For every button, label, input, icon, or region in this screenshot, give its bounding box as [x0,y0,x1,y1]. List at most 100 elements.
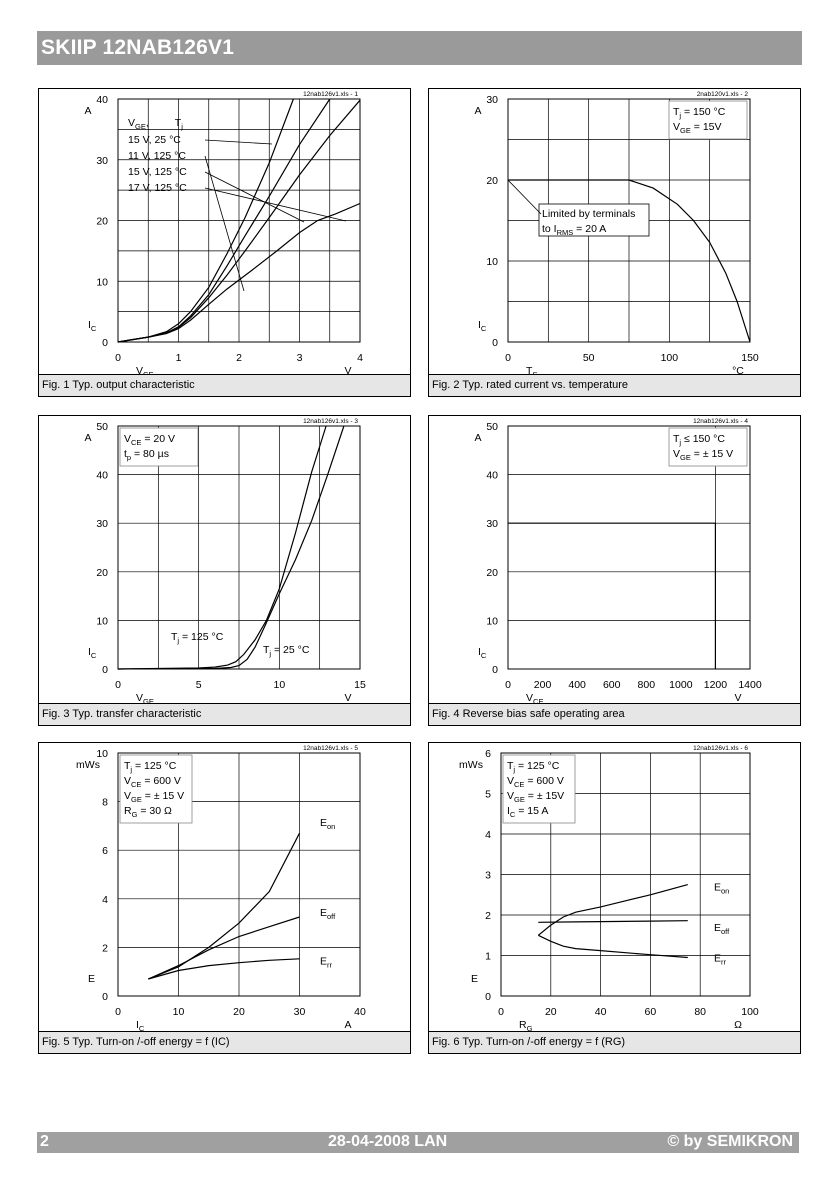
conditions-box [668,427,748,467]
annotation-text: to IRMS = 20 A [542,223,606,237]
y-tick-label: 2 [485,910,491,922]
caption-text: Fig. 3 Typ. transfer characteristic [42,708,202,720]
y-tick-label: 30 [96,518,108,530]
y-unit-label: A [84,432,91,444]
x-tick-label: 1 [176,352,182,364]
x-axis-label: RG [519,1019,533,1032]
figure-caption: Fig. 3 Typ. transfer characteristic [39,703,410,725]
series-line [537,884,688,936]
x-tick-label: 150 [741,352,759,364]
x-tick-label: 0 [498,1006,504,1018]
x-unit-label: Ω [734,1019,742,1031]
figure-panel-3: Fig. 3 Typ. transfer characteristic 0 5 10… [38,415,411,726]
file-tag: 12nab126v1.xls - 6 [693,745,748,752]
figure-caption: Fig. 4 Reverse bias safe operating area [429,703,800,725]
x-unit-label: V [344,692,351,704]
x-tick-label: 40 [595,1006,607,1018]
series-label: Eoff [714,922,730,936]
y-tick-label: 40 [96,470,108,482]
y-unit-label: A [474,432,481,444]
series-line [148,916,300,980]
series-label: Err [714,953,727,967]
page-number: 2 [40,1133,49,1150]
figure-panel-4: Fig. 4 Reverse bias safe operating area … [428,415,801,726]
figure-panel-2: Fig. 2 Typ. rated current vs. temperatur… [428,88,801,397]
x-tick-label: 0 [115,352,121,364]
y-unit-label: A [474,105,481,117]
plot-frame [117,98,361,343]
y-axis-label: IC [478,319,487,333]
legend-entry: 15 V, 125 °C [128,166,187,178]
series-line [117,425,327,670]
y-tick-label: 50 [96,421,108,433]
series-line [508,522,716,669]
y-tick-label: 50 [486,421,498,433]
condition-text: Tj = 150 °C [673,106,726,120]
y-tick-label: 6 [102,845,108,857]
legend-leader-line [204,139,273,145]
series-label: Eon [320,817,335,831]
x-unit-label: V [734,692,741,704]
legend-entry: 17 V, 125 °C [128,182,187,194]
x-unit-label: V [344,365,351,375]
x-axis-label: VCE [526,692,544,704]
plot-frame [117,425,361,670]
series-line [538,920,688,923]
y-unit-label: A [84,105,91,117]
condition-text: Tj ≤ 150 °C [673,433,725,447]
y-tick-label: 10 [486,256,498,268]
x-axis-label: VCE [136,365,154,375]
y-axis-label: IC [478,646,487,660]
x-tick-label: 50 [583,352,595,364]
condition-text: VGE = ± 15V [507,790,564,804]
condition-text: VCE = 600 V [507,775,564,789]
caption-text: Fig. 1 Typ. output characteristic [42,379,195,391]
y-tick-label: 0 [492,337,498,349]
footer-bar: 2 28-04-2008 LAN © by SEMIKRON [37,1132,799,1153]
series-label: Tj = 125 °C [171,631,224,645]
x-tick-label: 40 [354,1006,366,1018]
caption-text: Fig. 5 Typ. Turn-on /-off energy = f (IC… [42,1036,230,1048]
y-tick-label: 20 [486,175,498,187]
y-tick-label: 6 [485,748,491,760]
series-label: Err [320,955,333,969]
y-tick-label: 2 [102,942,108,954]
series-line [508,179,751,343]
x-tick-label: 4 [357,352,363,364]
series-line [117,202,361,343]
condition-text: RG = 30 Ω [124,805,172,819]
y-axis-label: IC [88,319,97,333]
figure-caption: Fig. 2 Typ. rated current vs. temperatur… [429,374,800,396]
plot-frame [507,98,751,343]
file-tag: 12nab126v1.xls - 4 [693,418,748,425]
conditions-box [119,427,199,467]
y-tick-label: 3 [485,870,491,882]
y-tick-label: 0 [492,664,498,676]
file-tag: 12nab126v1.xls - 1 [303,91,358,98]
x-tick-label: 0 [115,679,121,691]
x-axis-label: IC [136,1019,145,1032]
y-tick-label: 10 [96,748,108,760]
x-tick-label: 10 [173,1006,185,1018]
chart-svg: 0 50 100 150 0 10 20 30 A °C TS IC 2nab120v1.xls - 2… [474,91,759,375]
x-tick-label: 100 [661,352,679,364]
caption-text: Fig. 6 Typ. Turn-on /-off energy = f (RG… [432,1036,626,1048]
figure-panel-5: Fig. 5 Typ. Turn-on /-off energy = f (IC… [38,742,411,1054]
y-tick-label: 5 [485,789,491,801]
y-tick-label: 30 [486,94,498,106]
y-unit-label: mWs [459,759,483,771]
y-tick-label: 0 [102,664,108,676]
file-tag: 2nab120v1.xls - 2 [697,91,749,98]
chart-svg: 0 200 400 600 800 1000 1200 1400 0 10 20 30 40 50 A V VC… [474,418,762,704]
annotation-text: Limited by terminals [542,208,635,220]
condition-text: tp = 80 µs [124,448,169,462]
caption-text: Fig. 4 Reverse bias safe operating area [432,708,625,720]
x-tick-label: 30 [294,1006,306,1018]
x-tick-label: 1400 [738,679,762,691]
annotation-box [538,203,650,237]
y-tick-label: 20 [486,567,498,579]
plot-frame [117,752,361,997]
condition-text: VGE = 15V [673,121,722,135]
